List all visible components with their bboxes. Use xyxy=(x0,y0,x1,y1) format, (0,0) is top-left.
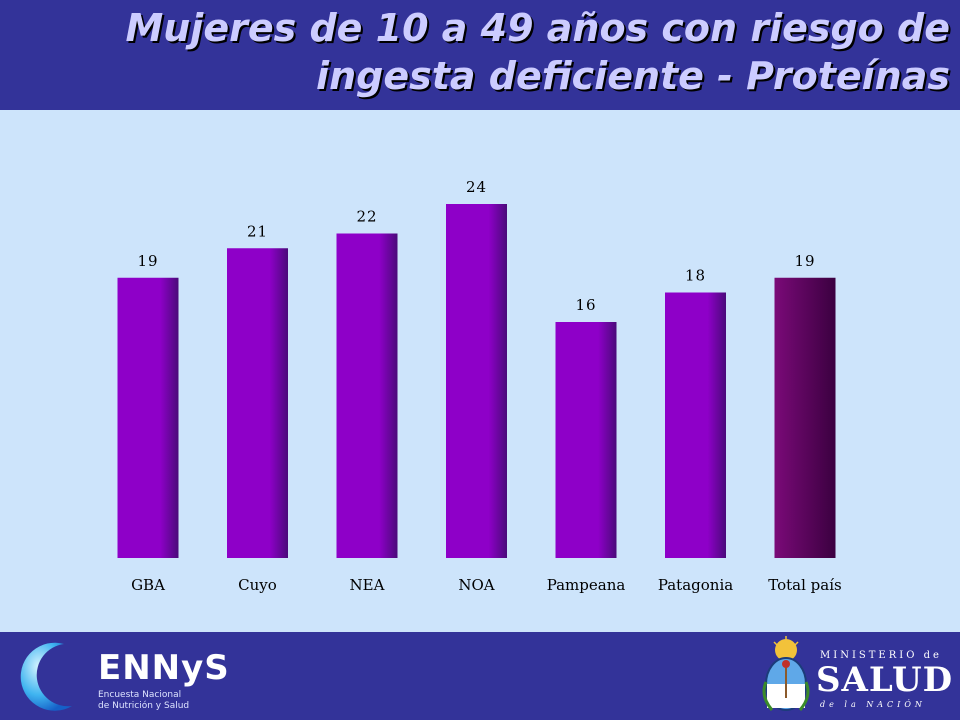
x-tick-label: Total país xyxy=(768,576,841,594)
x-tick-label: Patagonia xyxy=(658,576,733,594)
data-label: 19 xyxy=(137,252,158,270)
bar-cuyo xyxy=(227,248,288,558)
ennys-logo: ENNyS Encuesta Nacional de Nutrición y S… xyxy=(12,640,229,712)
data-label: 24 xyxy=(466,178,487,196)
bar-total-país xyxy=(774,277,836,558)
slide-title: Mujeres de 10 a 49 años con riesgo de in… xyxy=(50,4,950,100)
ministerio-logo: MINISTERIO de SALUD de la NACIÓN xyxy=(758,636,954,716)
x-tick-label: Pampeana xyxy=(547,576,626,594)
ennys-subtitle-line2: de Nutrición y Salud xyxy=(98,701,190,711)
ennys-subtitle-line1: Encuesta Nacional xyxy=(98,690,182,700)
x-tick-label: Cuyo xyxy=(238,576,277,594)
chart-area: 19 GBA 21 Cuyo 22 NEA 24 NOA 16 Pampeana 18 Patagon… xyxy=(0,110,960,632)
data-label: 19 xyxy=(794,252,815,270)
bars-group: 19 GBA 21 Cuyo 22 NEA 24 NOA 16 Pampeana 18 Patagon… xyxy=(117,178,842,594)
ministerio-line3: de la NACIÓN xyxy=(820,700,926,709)
bar-patagonia xyxy=(665,292,726,558)
bar-nea xyxy=(336,233,398,558)
bar-noa xyxy=(446,204,507,558)
ministerio-line2: SALUD xyxy=(816,660,954,700)
data-label: 21 xyxy=(247,222,268,240)
x-tick-label: NEA xyxy=(350,576,385,594)
bar-chart: 19 GBA 21 Cuyo 22 NEA 24 NOA 16 Pampeana 18 Patagon… xyxy=(117,178,842,594)
ennys-subtitle: Encuesta Nacional de Nutrición y Salud xyxy=(98,690,228,712)
x-tick-label: GBA xyxy=(131,576,165,594)
slide-title-line1: Mujeres de 10 a 49 años con riesgo de xyxy=(125,6,950,50)
footer: ENNyS Encuesta Nacional de Nutrición y S… xyxy=(0,632,960,720)
x-tick-label: NOA xyxy=(458,576,494,594)
data-label: 16 xyxy=(575,296,596,314)
ennys-moon-icon xyxy=(20,642,72,711)
data-label: 22 xyxy=(356,208,377,226)
data-label: 18 xyxy=(685,267,706,285)
slide-title-line2: ingesta deficiente - Proteínas xyxy=(316,54,950,98)
coat-of-arms-icon xyxy=(762,636,810,711)
ministerio-line1: MINISTERIO de xyxy=(820,650,942,661)
title-bar: Mujeres de 10 a 49 años con riesgo de in… xyxy=(0,0,960,110)
ennys-name: ENNyS xyxy=(98,648,230,688)
bar-gba xyxy=(117,277,179,558)
bar-pampeana xyxy=(555,322,617,558)
